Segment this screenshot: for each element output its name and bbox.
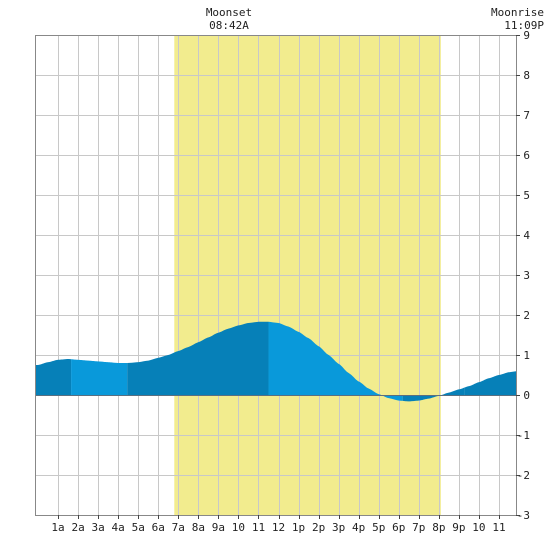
x-tick-label: 12 <box>272 521 285 534</box>
x-tick-label: 2a <box>71 521 84 534</box>
y-tick-label: 7 <box>523 109 530 122</box>
grid-layer <box>35 35 516 516</box>
y-tick-label: -2 <box>517 469 530 482</box>
y-tick-label: -3 <box>517 509 530 522</box>
tide-band-6 <box>464 371 516 395</box>
x-tick-label: 5p <box>372 521 385 534</box>
tide-band-3 <box>127 321 269 395</box>
x-tick-label: 10 <box>472 521 485 534</box>
x-tick-label: 5a <box>132 521 145 534</box>
y-tick-label: 1 <box>523 349 530 362</box>
moonrise-time: 11:09P <box>504 19 544 32</box>
x-tick-label: 4p <box>352 521 365 534</box>
y-tick-labels: 9 8 7 6 5 4 3 2 1 0 -1 -2 -3 <box>517 29 531 522</box>
x-tick-label: 10 <box>232 521 245 534</box>
x-tick-label: 6a <box>152 521 165 534</box>
x-tick-label: 1p <box>292 521 305 534</box>
tide-area <box>35 321 516 402</box>
x-tick-label: 9a <box>212 521 225 534</box>
y-tick-label: 0 <box>523 389 530 402</box>
y-tick-label: 2 <box>523 309 530 322</box>
y-tick-label: 8 <box>523 69 530 82</box>
x-tick-label: 7p <box>412 521 425 534</box>
x-tick-label: 7a <box>172 521 185 534</box>
x-tick-label: 1a <box>51 521 64 534</box>
x-tick-label: 9p <box>452 521 465 534</box>
tide-band-2 <box>71 359 128 395</box>
x-tick-label: 4a <box>112 521 125 534</box>
x-tick-label: 6p <box>392 521 405 534</box>
x-tick-labels: 1a 2a 3a 4a 5a 6a 7a 8a 9a 10 11 12 1p 2p 3p 4p 5p 6p 7p 8p… <box>51 521 505 534</box>
y-tick-label: 3 <box>523 269 530 282</box>
y-tick-label: 4 <box>523 229 530 242</box>
y-tick-label: 5 <box>523 189 530 202</box>
y-tick-label: 6 <box>523 149 530 162</box>
x-tick-label: 3a <box>92 521 105 534</box>
moonset-label: Moonset <box>206 6 252 19</box>
moonrise-label: Moonrise <box>491 6 544 19</box>
tide-band-1 <box>35 359 72 395</box>
y-tick-label: -1 <box>517 429 530 442</box>
tick-marks <box>58 35 520 519</box>
x-tick-label: 11 <box>252 521 265 534</box>
x-tick-label: 8a <box>192 521 205 534</box>
moonset-time: 08:42A <box>209 19 249 32</box>
x-tick-label: 3p <box>332 521 345 534</box>
x-tick-label: 11 <box>492 521 505 534</box>
tide-band-4 <box>268 321 403 401</box>
y-tick-label: 9 <box>523 29 530 42</box>
x-tick-label: 2p <box>312 521 325 534</box>
x-tick-label: 8p <box>432 521 445 534</box>
tide-band-5 <box>402 387 465 402</box>
